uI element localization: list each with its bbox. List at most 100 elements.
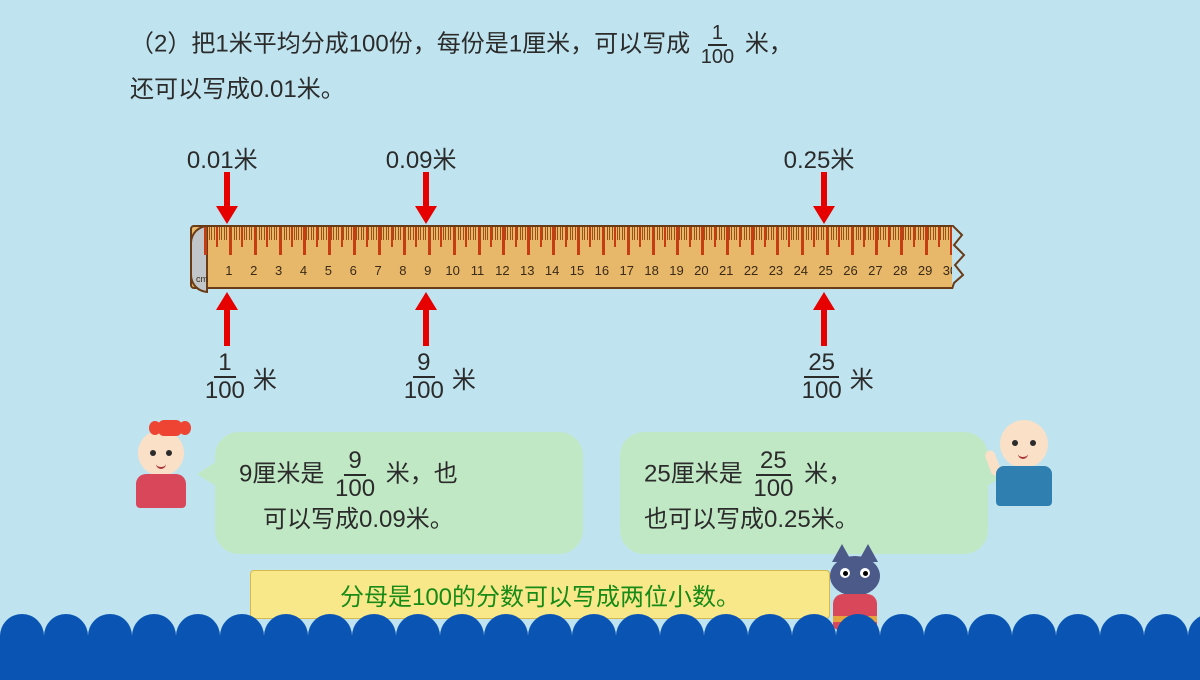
ruler-number: 25 <box>818 263 832 278</box>
ruler-tick <box>686 227 687 240</box>
ruler-tick <box>433 227 434 240</box>
ruler-tick <box>836 227 837 240</box>
ruler-tick <box>674 227 675 240</box>
ruler-tick <box>793 227 794 240</box>
ruler-tick <box>898 227 899 240</box>
bubble-right-pre: 25厘米是 <box>644 460 749 487</box>
ruler-tick <box>450 227 451 240</box>
ruler-tick <box>833 227 834 240</box>
wave-bump <box>352 614 396 636</box>
fraction-25-100: 25 100 <box>749 448 797 502</box>
ruler-number: 29 <box>918 263 932 278</box>
ruler-tick <box>933 227 934 240</box>
ruler-tick <box>473 227 474 240</box>
boy-avatar <box>1000 420 1048 468</box>
problem-text: （2）把1米平均分成100份，每份是1厘米，可以写成 1 100 米， 还可以写… <box>130 22 1080 112</box>
ruler-tick <box>594 227 595 240</box>
ruler-tick <box>604 227 605 240</box>
ruler-tick <box>928 227 929 240</box>
ruler-tick <box>284 227 285 240</box>
ruler-tick <box>221 227 222 240</box>
ruler-tick <box>811 227 812 240</box>
ruler-tick <box>296 227 297 240</box>
ruler-tick <box>239 227 240 240</box>
wave-bump <box>836 614 880 636</box>
wave-bump <box>748 614 792 636</box>
ruler-tick <box>542 227 543 240</box>
ruler-tick <box>445 227 446 240</box>
ruler-tick <box>555 227 556 240</box>
ruler-tick <box>796 227 797 240</box>
ruler-numbers: 1234567891011121314151617181920212223242… <box>204 263 950 283</box>
ruler-tick <box>622 227 623 240</box>
ruler-tick <box>773 227 774 240</box>
ruler-number: 8 <box>399 263 406 278</box>
ruler-tick <box>418 227 419 240</box>
ruler-tick <box>408 227 409 240</box>
ruler-tick <box>226 227 227 240</box>
ruler-tick <box>878 227 879 240</box>
ruler-tick <box>276 227 277 240</box>
ruler-tick <box>923 227 924 240</box>
ruler-tick <box>709 227 710 240</box>
ruler-tick <box>808 227 809 240</box>
ruler-tick <box>597 227 598 240</box>
ruler-number: 15 <box>570 263 584 278</box>
bubble-left-post: 可以写成0.09米。 <box>239 506 454 533</box>
fraction-9-100: 9 100 <box>331 448 379 502</box>
ruler-tick <box>383 227 384 240</box>
ruler-tick <box>495 227 496 240</box>
ruler-tick <box>694 227 695 240</box>
ruler-tick <box>841 227 842 240</box>
ruler-tick <box>766 227 767 240</box>
ruler-tick <box>480 227 481 240</box>
ruler-tick <box>470 227 471 240</box>
ruler-tick <box>430 227 431 240</box>
ruler-tick <box>485 227 486 240</box>
ruler-tick <box>256 227 257 240</box>
ruler-tick <box>368 227 369 240</box>
ruler-tick <box>706 227 707 240</box>
ruler-tick <box>930 227 931 240</box>
ruler-tick <box>209 227 210 240</box>
ruler-tick <box>388 227 389 240</box>
ruler-tick <box>211 227 212 240</box>
ruler-number: 24 <box>794 263 808 278</box>
ruler-tick <box>781 227 782 240</box>
ruler-tick <box>405 227 406 240</box>
ruler-tick <box>873 227 874 240</box>
ruler-number: 28 <box>893 263 907 278</box>
ruler-tick <box>831 227 832 240</box>
ruler-tick <box>522 227 523 240</box>
ruler: 1234567891011121314151617181920212223242… <box>190 225 974 289</box>
ruler-tick <box>435 227 436 240</box>
wave-bump <box>1144 614 1188 636</box>
fraction: 1100 <box>201 350 249 404</box>
ruler-tick <box>607 227 608 240</box>
slide: （2）把1米平均分成100份，每份是1厘米，可以写成 1 100 米， 还可以写… <box>0 0 1200 680</box>
ruler-tick <box>361 227 362 240</box>
ruler-tick <box>420 227 421 240</box>
fraction-label: 9100米 <box>400 350 476 404</box>
ruler-tick <box>306 227 307 240</box>
ruler-tick <box>358 227 359 240</box>
ruler-tick <box>883 227 884 240</box>
ruler-tick <box>448 227 449 240</box>
ruler-tick <box>860 227 861 240</box>
wave-bump <box>484 614 528 636</box>
ruler-tick <box>890 227 891 240</box>
ruler-number: 17 <box>619 263 633 278</box>
ruler-tick <box>935 227 936 240</box>
ruler-tick <box>271 227 272 240</box>
ruler-tick <box>632 227 633 240</box>
ruler-tick <box>550 227 551 240</box>
ruler-tick <box>336 227 337 240</box>
ruler-tick <box>500 227 501 240</box>
wave-bump <box>880 614 924 636</box>
ruler-tick <box>629 227 630 240</box>
ruler-tick <box>734 227 735 240</box>
ruler-tick <box>662 227 663 240</box>
ruler-tick <box>356 227 357 240</box>
ruler-tick <box>231 227 232 240</box>
ruler-tick <box>619 227 620 240</box>
